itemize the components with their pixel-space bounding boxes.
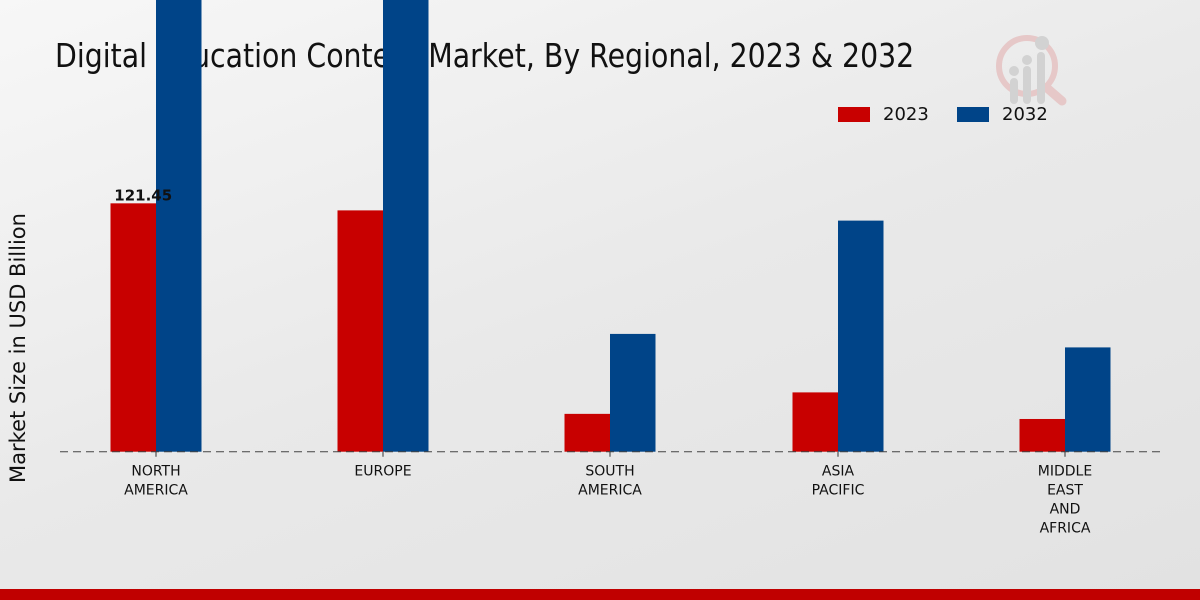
data-label: 121.45: [114, 186, 172, 204]
bar-2032-2: [610, 333, 656, 452]
x-tick-label: EUROPE: [354, 464, 411, 480]
bar-2023-3: [792, 392, 838, 452]
x-tick-label: EAST: [1047, 483, 1083, 499]
x-tick-label: AFRICA: [1040, 521, 1091, 537]
x-tick-label: MIDDLE: [1038, 464, 1092, 480]
x-tick-label: NORTH: [131, 464, 180, 480]
bar-2023-2: [564, 413, 610, 452]
legend-item-2023: 2023: [838, 104, 929, 125]
footer-bar: [0, 589, 1200, 600]
legend-swatch-2032: [957, 107, 989, 122]
x-tick-label: SOUTH: [585, 464, 634, 480]
bar-2032-3: [838, 220, 884, 452]
bar-2032-1: [383, 0, 429, 452]
bar-2032-0: [156, 0, 202, 452]
x-tick-label: PACIFIC: [812, 483, 865, 499]
bar-2023-4: [1019, 418, 1065, 452]
legend-item-2032: 2032: [957, 104, 1048, 125]
x-tick-label: AMERICA: [578, 483, 642, 499]
legend-label-2032: 2032: [1002, 104, 1048, 125]
legend-swatch-2023: [838, 107, 870, 122]
legend-label-2023: 2023: [883, 104, 929, 125]
x-tick-label: AND: [1050, 502, 1081, 518]
x-tick-label: AMERICA: [124, 483, 188, 499]
bar-2023-1: [337, 210, 383, 452]
bar-2023-0: [110, 203, 156, 452]
x-tick-label: ASIA: [822, 464, 855, 480]
bar-2032-4: [1065, 347, 1111, 452]
